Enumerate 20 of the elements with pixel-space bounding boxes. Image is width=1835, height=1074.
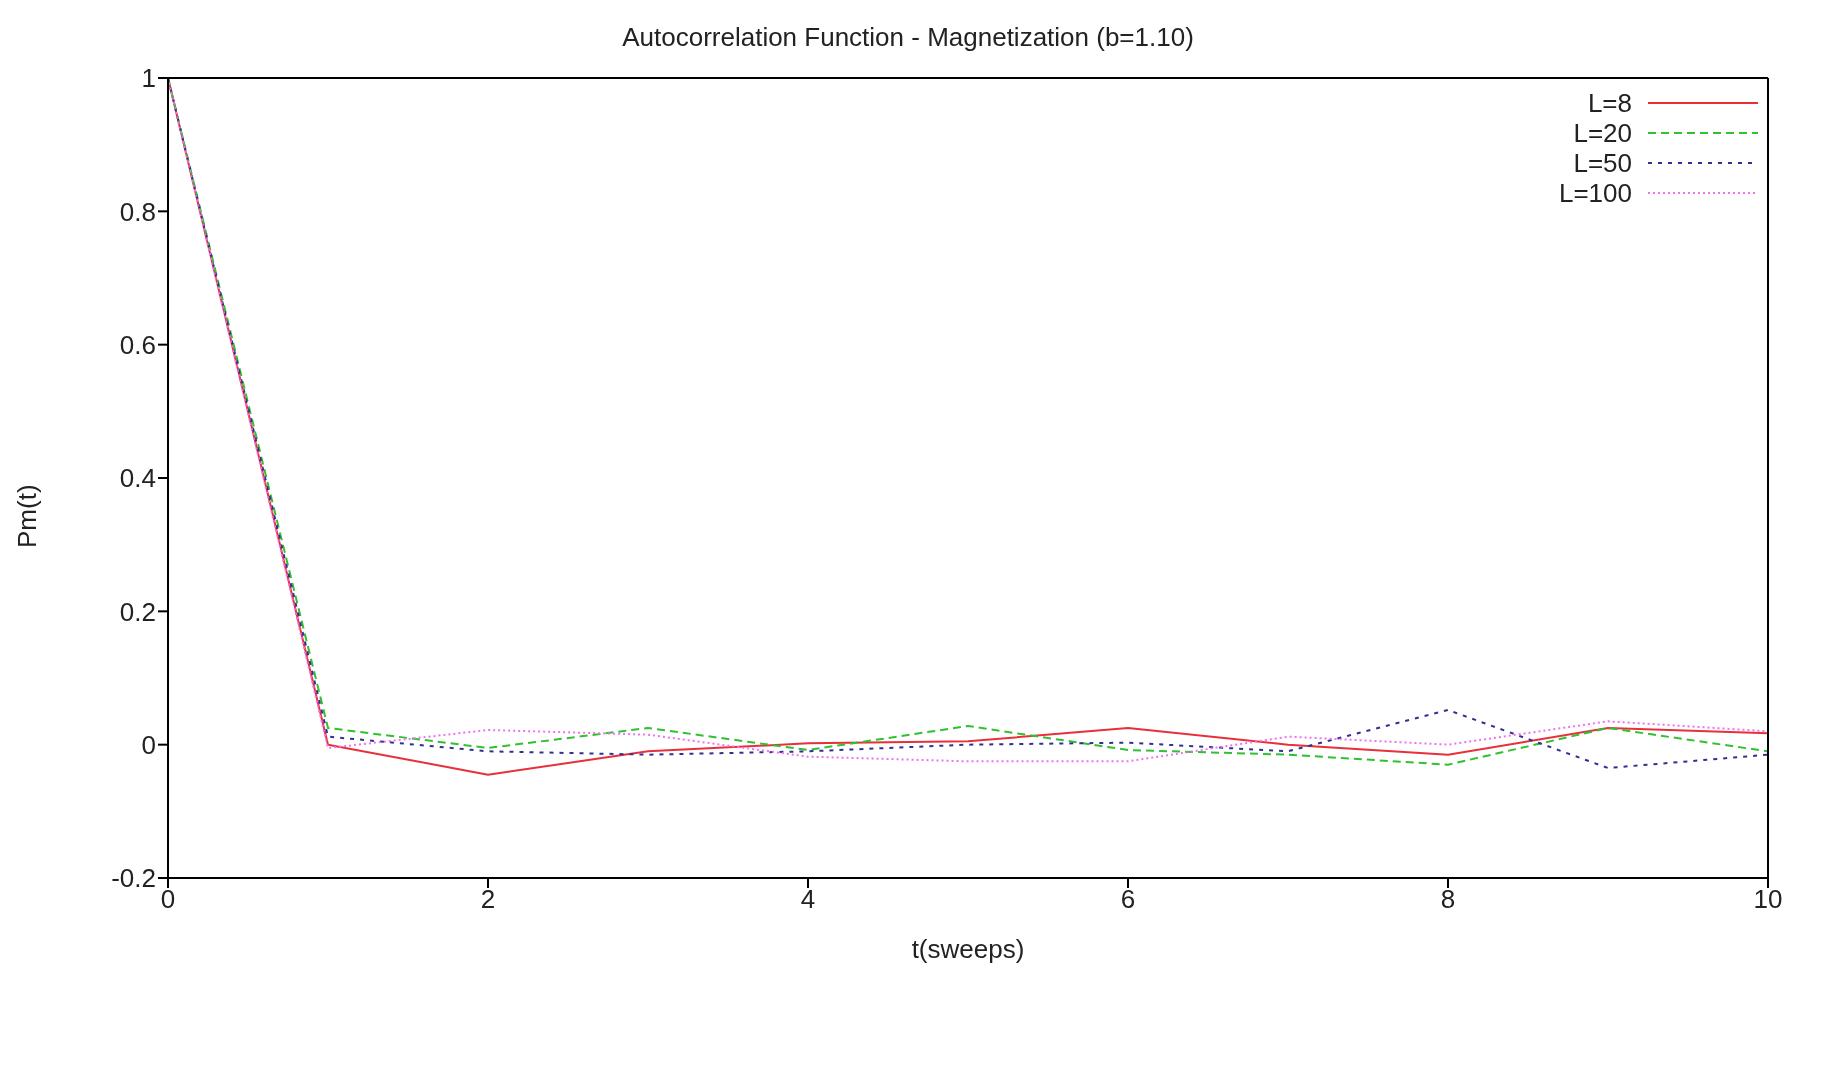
y-tick-label: 0.4 — [119, 463, 156, 494]
legend-label: L=8 — [1587, 88, 1632, 118]
y-tick-label: -0.2 — [111, 863, 156, 894]
y-tick-label: 0 — [141, 729, 156, 760]
x-tick-label: 4 — [800, 884, 816, 915]
x-tick-label: 10 — [1753, 884, 1783, 915]
y-tick-label: 0.6 — [119, 329, 156, 360]
x-tick-label: 6 — [1120, 884, 1136, 915]
x-tick-label: 8 — [1440, 884, 1456, 915]
y-axis-title: Pm(t) — [12, 484, 43, 548]
y-tick-label: 0.8 — [119, 196, 156, 227]
x-tick-label: 2 — [480, 884, 496, 915]
legend-label: L=20 — [1573, 118, 1632, 148]
y-tick-label: 1 — [141, 63, 156, 94]
legend-label: L=100 — [1558, 178, 1632, 208]
x-axis-title: t(sweeps) — [911, 934, 1025, 964]
y-tick-label: 0.2 — [119, 596, 156, 627]
legend-label: L=50 — [1573, 148, 1632, 178]
chart-title: Autocorrelation Function - Magnetization (b=1.10) — [621, 22, 1195, 53]
x-tick-label: 0 — [160, 884, 176, 915]
